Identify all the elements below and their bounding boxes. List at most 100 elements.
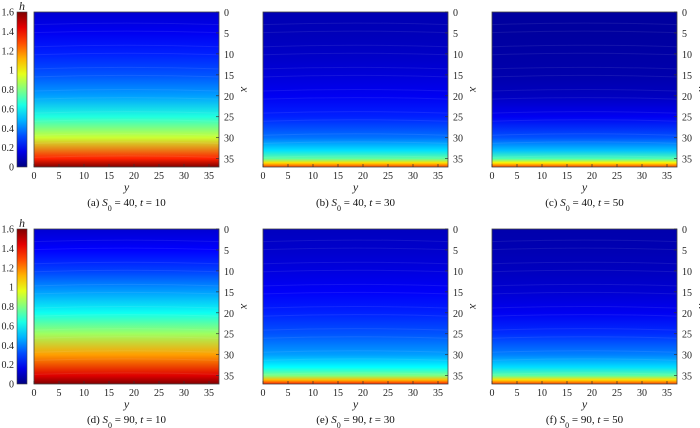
heatmap-field <box>263 12 448 167</box>
x-tick-label: 25 <box>154 171 164 182</box>
contour-line <box>33 133 220 136</box>
contour-line <box>262 141 449 144</box>
caption-part: 0 <box>337 421 341 428</box>
x-tick-label: 5 <box>286 388 291 399</box>
x-tick-label: 5 <box>286 171 291 182</box>
contour-line <box>262 97 449 100</box>
x-tick-label: 35 <box>433 388 443 399</box>
y-tick-label: 30 <box>682 134 692 145</box>
contour-line <box>491 141 678 144</box>
panel-caption: (c) S0 = 40, t = 50 <box>545 197 624 213</box>
y-tick-label: 30 <box>682 351 692 362</box>
y-tick-label: 35 <box>224 155 234 166</box>
caption-part: S <box>103 414 109 426</box>
y-tick-label: 10 <box>453 50 463 61</box>
y-axis-label: x <box>467 303 481 310</box>
caption-part: 0 <box>108 421 112 428</box>
colorbar-tick-label: 0.2 <box>2 143 15 154</box>
contour-line <box>33 247 220 251</box>
caption-part: 0 <box>337 204 341 213</box>
colorbar-bar <box>16 11 28 168</box>
panel-caption: (e) S0 = 90, t = 30 <box>316 414 395 428</box>
contour-line <box>33 44 220 48</box>
y-tick-label: 0 <box>224 8 229 19</box>
y-tick-label: 15 <box>682 288 692 299</box>
contour-line <box>33 22 220 26</box>
x-tick-label: 10 <box>308 388 318 399</box>
contour-line <box>491 119 678 122</box>
contour-line <box>262 30 449 34</box>
y-tick-label: 5 <box>453 29 458 40</box>
panel-caption: (d) S0 = 90, t = 10 <box>87 414 167 428</box>
colorbar-tick-label: 0.6 <box>2 321 15 332</box>
plot-frame <box>491 228 678 385</box>
y-tick-label: 30 <box>453 351 463 362</box>
contour-line <box>262 89 449 92</box>
contour-line <box>33 350 220 353</box>
plot-frame <box>491 11 678 168</box>
x-tick-label: 15 <box>562 171 572 182</box>
y-tick-label: 25 <box>682 330 692 341</box>
contour-line <box>33 111 220 114</box>
y-axis-label: x <box>467 86 481 93</box>
contour-line <box>491 30 678 34</box>
x-axis-label: y <box>352 180 359 194</box>
y-tick-label: 15 <box>224 71 234 82</box>
y-axis-label: x <box>238 303 252 310</box>
contour-line <box>491 111 678 114</box>
contour-line <box>262 336 449 339</box>
y-tick-label: 0 <box>224 225 229 236</box>
colorbar-tick-label: 0.4 <box>2 341 15 352</box>
caption-part: 0 <box>565 421 569 428</box>
contour-line <box>262 358 449 361</box>
contour-line <box>262 22 449 26</box>
y-tick-label: 35 <box>682 155 692 166</box>
contour-line <box>491 328 678 331</box>
contour-line <box>262 119 449 122</box>
x-tick-label: 15 <box>562 388 572 399</box>
contour-line <box>33 306 220 309</box>
x-axis-label: y <box>352 397 359 411</box>
contour-line <box>262 74 449 78</box>
contour-line <box>491 261 678 265</box>
x-tick-label: 15 <box>104 171 114 182</box>
caption-part: t <box>597 414 601 426</box>
y-tick-label: 35 <box>453 372 463 383</box>
plot-frame <box>262 11 449 168</box>
contour-line <box>491 247 678 251</box>
contour-line <box>491 372 678 375</box>
contour-line <box>262 133 449 136</box>
y-tick-label: 0 <box>682 225 687 236</box>
colorbar-tick-label: 1.4 <box>2 244 15 255</box>
caption-part: = 40, <box>341 197 369 209</box>
plot-frame <box>33 228 220 385</box>
contour-line <box>262 283 449 287</box>
contour-line <box>262 44 449 48</box>
y-tick-label: 10 <box>682 50 692 61</box>
plot-frame <box>262 228 449 385</box>
y-tick-label: 15 <box>453 288 463 299</box>
heatmap-field <box>34 12 219 167</box>
x-tick-label: 30 <box>637 388 647 399</box>
x-tick-label: 20 <box>129 171 139 182</box>
x-tick-label: 20 <box>358 171 368 182</box>
contour-line <box>33 30 220 34</box>
colorbar-tick-label: 1.6 <box>2 8 15 19</box>
y-tick-label: 0 <box>453 225 458 236</box>
contour-line <box>491 350 678 353</box>
x-tick-label: 15 <box>333 171 343 182</box>
contour-line <box>262 328 449 331</box>
contour-line <box>491 291 678 295</box>
caption-part: = 50 <box>600 414 623 426</box>
colorbar-tick-label: 0 <box>9 380 14 391</box>
y-tick-label: 30 <box>453 134 463 145</box>
contour-line <box>33 314 220 317</box>
colorbar-label: h <box>19 216 25 230</box>
y-tick-label: 0 <box>682 8 687 19</box>
x-tick-label: 35 <box>662 388 672 399</box>
contour-line <box>33 52 220 56</box>
colorbar-tick-label: 1.4 <box>2 27 15 38</box>
